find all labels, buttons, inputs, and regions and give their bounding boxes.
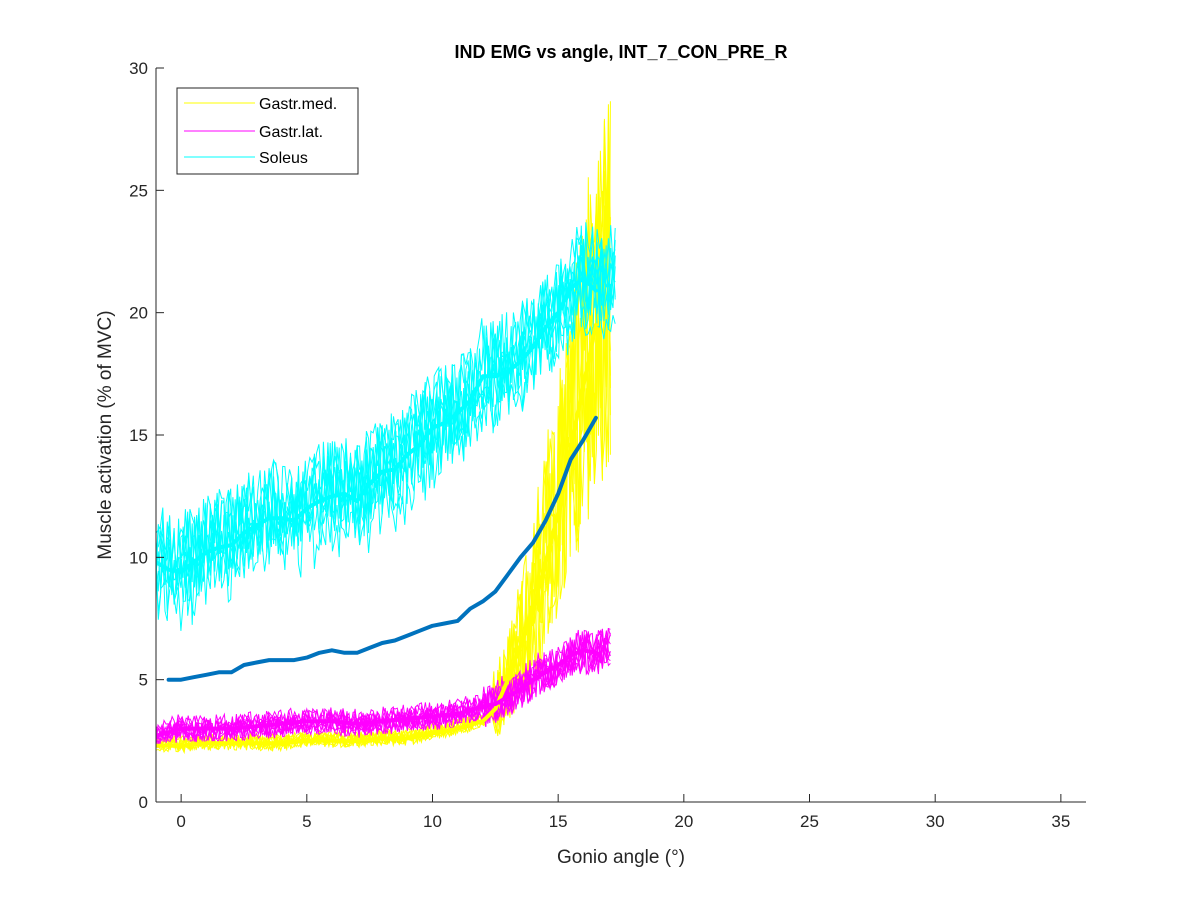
- y-ticks: 0 5 10 15 20 25 30: [129, 59, 164, 812]
- legend-label-gastr-lat: Gastr.lat.: [259, 124, 323, 141]
- x-tick-label: 0: [176, 812, 185, 831]
- x-tick-label: 10: [423, 812, 442, 831]
- y-tick-label: 10: [129, 548, 148, 567]
- x-tick-label: 25: [800, 812, 819, 831]
- mean-line-soleus: [156, 276, 598, 574]
- x-tick-label: 5: [302, 812, 311, 831]
- y-tick-label: 30: [129, 59, 148, 78]
- mean-line-average: [166, 415, 598, 682]
- mean-lines: [156, 276, 598, 748]
- y-tick-label: 15: [129, 426, 148, 445]
- trial-line-gastr-lat: [156, 627, 611, 743]
- x-tick-label: 35: [1051, 812, 1070, 831]
- chart-title: IND EMG vs angle, INT_7_CON_PRE_R: [454, 42, 787, 62]
- legend-label-soleus: Soleus: [259, 150, 308, 167]
- x-axis-label: Gonio angle (°): [557, 847, 685, 868]
- y-tick-label: 25: [129, 181, 148, 200]
- legend: Gastr.med. Gastr.lat. Soleus: [176, 87, 359, 175]
- x-tick-label: 30: [926, 812, 945, 831]
- y-tick-label: 5: [139, 671, 148, 690]
- plot-area: [156, 68, 1086, 802]
- trial-line-soleus: [156, 249, 616, 616]
- mean-line-gastr-lat: [156, 648, 598, 738]
- mean-line-gastr-med: [156, 322, 598, 748]
- x-tick-label: 15: [549, 812, 568, 831]
- x-ticks: 0 5 10 15 20 25 30 35: [176, 794, 1070, 831]
- y-tick-label: 0: [139, 793, 148, 812]
- x-tick-label: 20: [674, 812, 693, 831]
- y-tick-label: 20: [129, 304, 148, 323]
- y-axis-label: Muscle activation (% of MVC): [95, 310, 116, 559]
- legend-label-gastr-med: Gastr.med.: [259, 96, 337, 113]
